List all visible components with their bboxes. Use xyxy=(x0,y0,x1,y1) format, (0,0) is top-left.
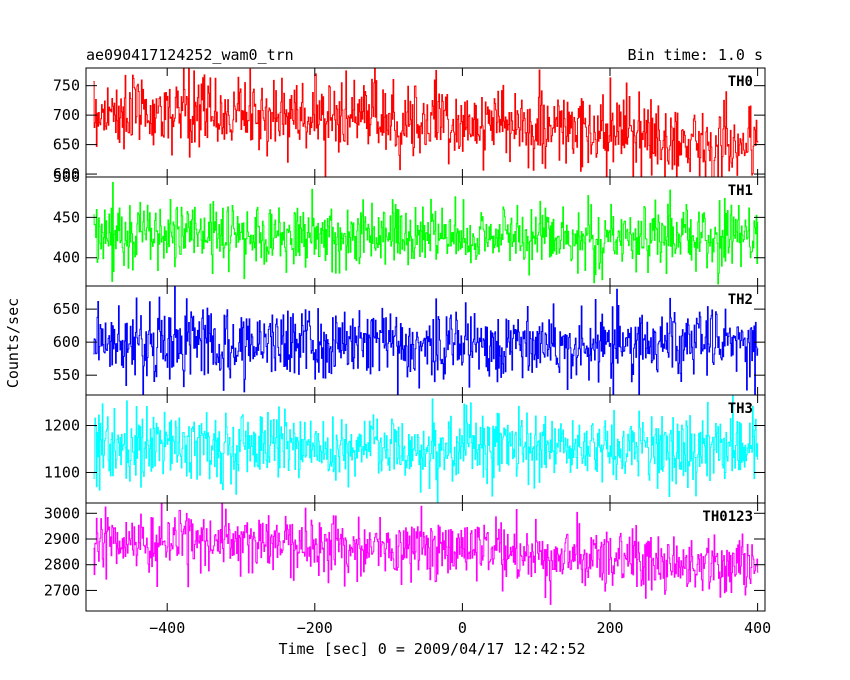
x-tick-label-0: 0 xyxy=(458,619,467,637)
panel-label-th1: TH1 xyxy=(728,183,753,199)
panel-th3: 1100 1200 TH3 xyxy=(44,394,766,504)
y-tick-label-th1-400: 400 xyxy=(53,249,80,267)
x-tick-label-400: 400 xyxy=(744,619,771,637)
series-th2-line xyxy=(93,286,759,395)
panel-frame-th3 xyxy=(85,394,766,504)
panel-label-th2: TH2 xyxy=(728,292,753,308)
x-tick-label--400: −400 xyxy=(149,619,185,637)
y-tick-label-th3-1100: 1100 xyxy=(44,463,80,481)
y-tick-label-th0-600: 600 xyxy=(53,165,80,183)
y-tick-label-th0123-3000: 3000 xyxy=(44,504,80,522)
panel-th2: 550 600 650 TH2 xyxy=(53,285,766,396)
series-th1-line xyxy=(93,181,759,285)
panel-label-th0123: TH0123 xyxy=(702,509,753,525)
series-th3-line xyxy=(93,395,759,503)
y-axis-title: Counts/sec xyxy=(4,298,22,388)
y-tick-label-th1-500: 500 xyxy=(53,168,80,186)
y-tick-label-th3-1200: 1200 xyxy=(44,417,80,435)
x-tick-label--200: −200 xyxy=(297,619,333,637)
y-tick-label-th0-700: 700 xyxy=(53,106,80,124)
y-tick-label-th0-650: 650 xyxy=(53,136,80,154)
panels: 600 650 700 750 TH0 400 450 500 TH1 550 600 650 TH2 1… xyxy=(44,67,766,612)
y-tick-label-th2-650: 650 xyxy=(53,300,80,318)
series-th0-line xyxy=(93,68,759,177)
x-axis-title: Time [sec] 0 = 2009/04/17 12:42:52 xyxy=(278,640,585,658)
series-th0123-line xyxy=(93,503,759,605)
y-tick-label-th1-450: 450 xyxy=(53,208,80,226)
panel-frame-th0123 xyxy=(85,502,766,612)
bin-time-label: Bin time: 1.0 s xyxy=(628,46,763,64)
y-tick-label-th2-600: 600 xyxy=(53,333,80,351)
x-axis: −400 −200 0 200 400 xyxy=(149,619,771,637)
y-tick-label-th0123-2700: 2700 xyxy=(44,581,80,599)
panel-th1: 400 450 500 TH1 xyxy=(53,168,766,287)
y-tick-label-th0123-2900: 2900 xyxy=(44,530,80,548)
panel-th0: 600 650 700 750 TH0 xyxy=(53,67,766,183)
chart-title-left: ae090417124252_wam0_trn xyxy=(86,46,294,64)
panel-th0123: 2700 2800 2900 3000 TH0123 xyxy=(44,502,766,612)
y-tick-label-th0-750: 750 xyxy=(53,77,80,95)
y-tick-label-th0123-2800: 2800 xyxy=(44,556,80,574)
panel-label-th3: TH3 xyxy=(728,401,753,417)
x-tick-label-200: 200 xyxy=(596,619,623,637)
panel-label-th0: TH0 xyxy=(728,74,753,90)
y-tick-label-th2-550: 550 xyxy=(53,366,80,384)
